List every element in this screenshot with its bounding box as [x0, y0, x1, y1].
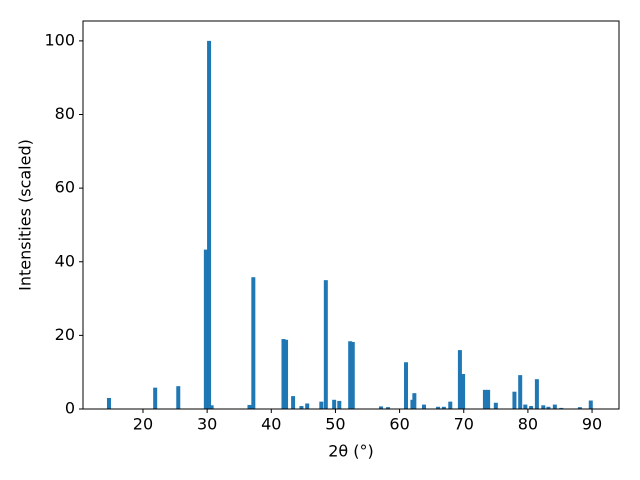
y-tick-label: 60	[55, 178, 75, 197]
x-tick-label: 60	[389, 415, 409, 434]
x-tick-label: 80	[518, 415, 538, 434]
bar	[534, 379, 539, 409]
y-tick-label: 0	[65, 399, 75, 418]
bar	[404, 362, 409, 409]
bar	[319, 401, 324, 409]
bar	[284, 339, 289, 409]
bar	[541, 405, 546, 409]
bar	[386, 407, 391, 409]
y-axis-label: Intensities (scaled)	[16, 139, 35, 291]
bar	[106, 397, 111, 409]
x-tick-label: 40	[261, 415, 281, 434]
x-axis-label: 2θ (°)	[328, 442, 374, 461]
y-tick-label: 80	[55, 104, 75, 123]
y-tick-label: 100	[44, 30, 75, 49]
bar	[436, 406, 441, 409]
bar	[332, 399, 337, 409]
bar	[209, 405, 214, 409]
bar	[207, 40, 212, 409]
x-tick-label: 20	[133, 415, 153, 434]
y-tick-label: 20	[55, 325, 75, 344]
bar	[546, 406, 551, 409]
bar	[291, 396, 296, 409]
bar	[523, 404, 528, 409]
bar	[482, 389, 487, 409]
bar	[559, 407, 564, 409]
bar	[153, 387, 158, 409]
bar	[552, 404, 557, 409]
bar	[461, 374, 466, 409]
y-tick-label: 40	[55, 251, 75, 270]
bar	[378, 406, 383, 409]
x-tick-label: 90	[582, 415, 602, 434]
bar	[299, 406, 304, 409]
bar	[281, 339, 286, 409]
bar	[251, 277, 256, 409]
bar	[305, 403, 310, 409]
bar	[412, 393, 417, 409]
bar	[176, 386, 181, 409]
x-tick-label: 70	[454, 415, 474, 434]
bar	[493, 402, 498, 409]
bar	[441, 406, 446, 409]
bar	[577, 407, 582, 409]
bar	[457, 350, 462, 409]
bar	[518, 375, 523, 409]
bar	[348, 341, 353, 409]
bar	[337, 400, 342, 409]
bar	[421, 404, 426, 409]
bar	[203, 249, 208, 409]
bar	[486, 389, 491, 409]
bar	[529, 406, 534, 409]
plot-frame	[82, 20, 620, 410]
bar	[448, 401, 453, 409]
bar	[323, 280, 328, 409]
x-tick-label: 30	[197, 415, 217, 434]
bar	[350, 342, 355, 409]
bar	[588, 400, 593, 409]
x-tick-label: 50	[325, 415, 345, 434]
bar	[512, 391, 517, 409]
bar	[247, 404, 252, 409]
